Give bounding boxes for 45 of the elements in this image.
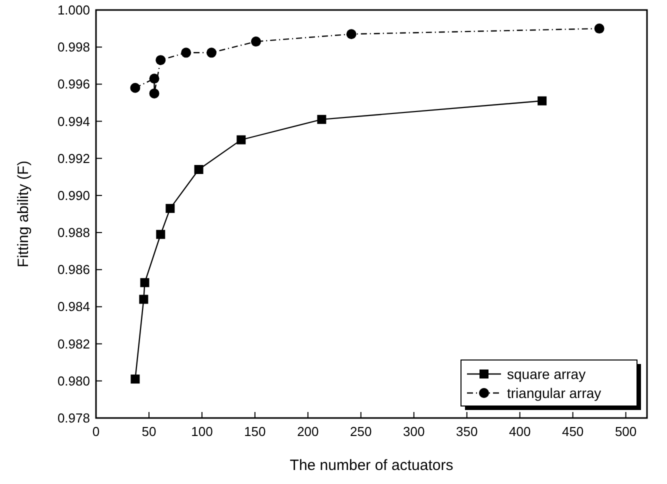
x-tick-label: 500	[614, 424, 637, 439]
x-tick-label: 150	[244, 424, 266, 439]
point	[149, 88, 160, 98]
point	[149, 74, 160, 84]
y-tick-label: 0.988	[57, 225, 90, 240]
point	[139, 294, 148, 304]
point	[538, 96, 547, 106]
y-tick-label: 0.984	[57, 299, 90, 314]
y-tick-label: 0.982	[57, 336, 90, 352]
point	[251, 36, 261, 47]
x-tick-label: 50	[142, 424, 156, 439]
point	[181, 48, 192, 58]
y-tick-label: 0.994	[57, 114, 90, 129]
x-tick-label: 250	[350, 424, 372, 439]
point	[166, 204, 175, 213]
point	[140, 278, 150, 288]
x-tick-label: 100	[191, 424, 213, 439]
point	[130, 374, 140, 384]
y-tick-label: 0.980	[57, 373, 90, 388]
point	[130, 82, 140, 93]
point	[236, 135, 246, 144]
legend-label: square array	[507, 366, 586, 382]
x-tick-label: 450	[562, 424, 584, 439]
point	[594, 24, 604, 34]
y-tick-label: 0.992	[57, 150, 90, 166]
x-tick-label: 350	[456, 424, 478, 439]
y-tick-label: 0.996	[57, 76, 90, 92]
x-tick-label: 400	[508, 424, 531, 439]
point	[156, 230, 166, 239]
x-tick-label: 200	[297, 424, 319, 439]
y-tick-label: 0.978	[57, 410, 90, 426]
legend-label: triangular array	[507, 385, 602, 401]
y-tick-label: 0.998	[57, 40, 90, 55]
point	[194, 164, 204, 174]
x-axis-title: The number of actuators	[290, 457, 454, 474]
point	[346, 29, 356, 40]
point	[156, 55, 166, 66]
y-tick-label: 1.000	[57, 2, 90, 18]
y-tick-label: 0.990	[57, 188, 90, 203]
point	[206, 48, 216, 58]
x-tick-label: 300	[403, 424, 425, 439]
y-axis-title: Fitting ability (F)	[15, 160, 32, 268]
x-tick-label: 0	[92, 424, 100, 439]
y-tick-label: 0.986	[57, 262, 90, 278]
point	[317, 114, 326, 124]
